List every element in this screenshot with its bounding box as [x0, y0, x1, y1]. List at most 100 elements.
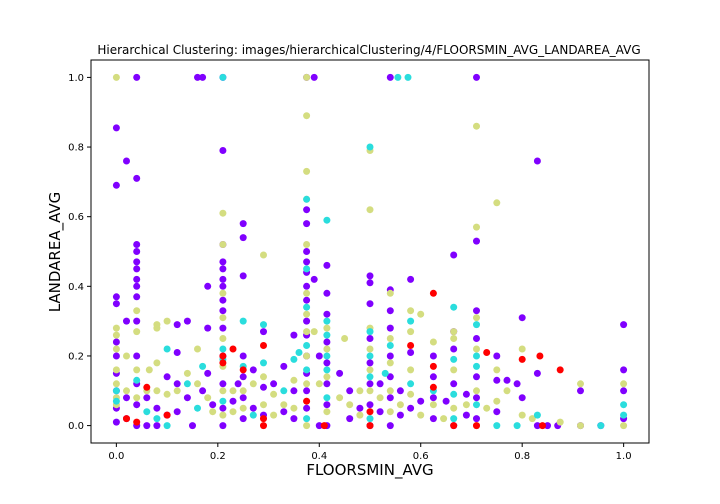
scatter-point-cyan — [473, 352, 480, 360]
scatter-point-purple — [303, 296, 311, 304]
scatter-point-purple — [290, 415, 298, 423]
scatter-point-purple — [366, 279, 374, 287]
scatter-point-purple — [315, 352, 323, 360]
scatter-point-purple — [303, 404, 311, 412]
scatter-point-khaki — [280, 401, 288, 409]
scatter-point-khaki — [407, 328, 415, 336]
scatter-point-purple — [429, 352, 437, 360]
scatter-point-purple — [303, 220, 311, 228]
scatter-point-khaki — [473, 223, 480, 231]
scatter-point-purple — [323, 380, 331, 388]
y-tick-label: 0.8 — [68, 143, 84, 154]
scatter-point-khaki — [194, 345, 201, 353]
scatter-point-khaki — [303, 241, 311, 248]
scatter-point-purple — [336, 369, 344, 377]
scatter-point-purple — [153, 404, 161, 412]
scatter-point-cyan — [366, 143, 374, 151]
scatter-point-khaki — [336, 394, 344, 402]
scatter-point-red — [366, 422, 374, 430]
scatter-point-cyan — [280, 387, 288, 395]
scatter-point-khaki — [396, 401, 404, 409]
scatter-point-cyan — [112, 397, 120, 405]
scatter-point-khaki — [450, 404, 458, 412]
scatter-point-cyan — [303, 415, 311, 423]
scatter-point-purple — [133, 73, 141, 81]
scatter-point-purple — [239, 272, 247, 280]
scatter-point-cyan — [386, 342, 394, 349]
scatter-point-purple — [386, 307, 394, 315]
scatter-point-purple — [239, 220, 247, 228]
scatter-point-khaki — [450, 328, 458, 336]
scatter-point-purple — [620, 321, 628, 329]
scatter-point-khaki — [183, 369, 191, 377]
x-tick-label: 0.2 — [210, 451, 226, 462]
scatter-point-khaki — [303, 112, 311, 120]
y-tick-label: 0.0 — [68, 421, 84, 432]
scatter-point-khaki — [386, 359, 394, 367]
scatter-point-khaki — [163, 317, 171, 325]
scatter-point-khaki — [133, 366, 141, 374]
scatter-point-cyan — [153, 415, 161, 423]
scatter-point-khaki — [290, 376, 298, 384]
scatter-point-red — [219, 352, 227, 360]
scatter-point-purple — [112, 338, 120, 346]
scatter-point-purple — [429, 394, 437, 402]
scatter-point-khaki — [473, 122, 480, 130]
scatter-point-khaki — [303, 328, 311, 336]
scatter-point-purple — [219, 296, 227, 304]
scatter-point-purple — [173, 408, 181, 416]
scatter-point-red — [536, 352, 544, 360]
x-axis: 0.0 0.2 0.4 0.6 0.8 1.0 — [108, 443, 632, 462]
scatter-point-purple — [493, 376, 501, 384]
scatter-point-khaki — [346, 401, 354, 409]
scatter-point-purple — [473, 373, 480, 381]
scatter-point-khaki — [473, 345, 480, 353]
scatter-point-purple — [153, 422, 161, 430]
scatter-point-khaki — [303, 167, 311, 175]
scatter-point-purple — [386, 324, 394, 332]
scatter-point-purple — [462, 390, 470, 398]
scatter-point-cyan — [219, 73, 227, 81]
scatter-point-purple — [204, 369, 212, 377]
scatter-point-red — [429, 289, 437, 297]
scatter-point-purple — [143, 394, 151, 402]
scatter-point-purple — [366, 272, 374, 280]
scatter-point-red — [320, 422, 328, 430]
scatter-point-red — [260, 415, 267, 423]
scatter-point-purple — [450, 251, 458, 259]
scatter-point-cyan — [323, 331, 331, 339]
scatter-point-purple — [219, 422, 227, 430]
scatter-point-purple — [239, 234, 247, 242]
scatter-point-purple — [143, 422, 151, 430]
scatter-point-purple — [112, 293, 120, 301]
scatter-point-khaki — [366, 366, 374, 374]
scatter-point-purple — [533, 157, 541, 165]
scatter-point-red — [539, 422, 546, 430]
scatter-point-purple — [133, 401, 141, 409]
scatter-point-purple — [533, 422, 541, 430]
scatter-point-purple — [429, 415, 437, 423]
scatter-point-cyan — [303, 366, 311, 374]
scatter-point-purple — [112, 300, 120, 308]
scatter-point-khaki — [153, 324, 161, 332]
scatter-point-purple — [219, 282, 227, 290]
scatter-point-purple — [234, 380, 242, 388]
scatter-point-khaki — [315, 380, 323, 388]
scatter-point-purple — [407, 404, 415, 412]
y-axis: 0.0 0.2 0.4 0.6 0.8 1.0 — [68, 73, 91, 432]
scatter-point-cyan — [219, 397, 227, 405]
scatter-point-red — [483, 349, 491, 356]
scatter-point-purple — [112, 418, 120, 426]
scatter-point-khaki — [290, 404, 298, 412]
scatter-point-purple — [473, 237, 480, 245]
scatter-point-purple — [620, 387, 628, 395]
scatter-point-khaki — [153, 387, 161, 395]
scatter-point-purple — [386, 422, 394, 430]
scatter-point-cyan — [323, 366, 331, 374]
scatter-point-khaki — [303, 380, 311, 388]
scatter-point-khaki — [386, 387, 394, 395]
scatter-point-cyan — [407, 380, 415, 388]
scatter-point-cyan — [183, 380, 191, 388]
scatter-point-khaki — [356, 387, 364, 395]
scatter-point-purple — [173, 349, 181, 356]
